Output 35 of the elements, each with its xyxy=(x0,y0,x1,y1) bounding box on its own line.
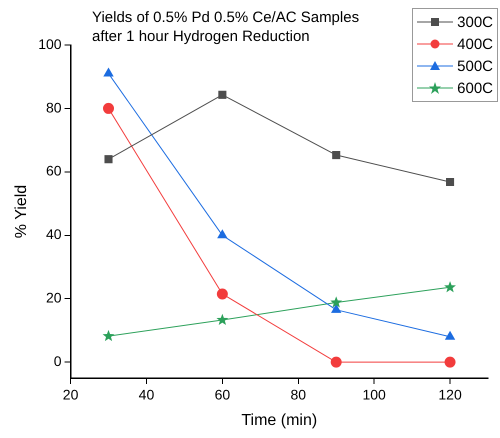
point xyxy=(331,304,342,313)
legend-label: 300C xyxy=(457,14,493,30)
y-tick-label: 20 xyxy=(46,290,62,306)
point xyxy=(330,356,342,368)
point xyxy=(218,90,226,99)
point xyxy=(216,314,228,325)
y-axis-title: % Yield xyxy=(13,184,30,238)
legend-label: 400C xyxy=(457,36,493,52)
point xyxy=(445,331,455,340)
x-tick-label: 40 xyxy=(138,386,154,402)
point xyxy=(444,281,456,292)
y-tick-label: 100 xyxy=(38,36,62,52)
point xyxy=(332,151,340,160)
point xyxy=(218,230,228,238)
point xyxy=(102,330,114,342)
point xyxy=(104,155,113,164)
x-tick-label: 100 xyxy=(362,386,386,402)
x-tick-label: 80 xyxy=(290,386,306,402)
legend-label: 500C xyxy=(457,58,493,74)
point xyxy=(330,296,342,308)
x-tick-label: 60 xyxy=(214,386,230,402)
point xyxy=(103,102,114,114)
point xyxy=(104,68,114,77)
y-tick-label: 0 xyxy=(54,353,62,369)
y-tick-label: 40 xyxy=(46,226,62,242)
x-tick-label: 120 xyxy=(438,386,462,402)
chart-title: Yields of 0.5% Pd 0.5% Ce/AC Samples after 1 hour Hydrogen Reduction xyxy=(92,8,360,46)
x-axis-title: Time (min) xyxy=(241,412,318,429)
x-tick-label: 20 xyxy=(62,386,79,402)
y-tick-label: 80 xyxy=(46,99,62,116)
y-tick-label: 60 xyxy=(46,162,62,179)
point xyxy=(446,178,454,186)
point xyxy=(444,356,456,368)
point xyxy=(216,288,228,300)
legend-label: 600C xyxy=(457,80,493,96)
